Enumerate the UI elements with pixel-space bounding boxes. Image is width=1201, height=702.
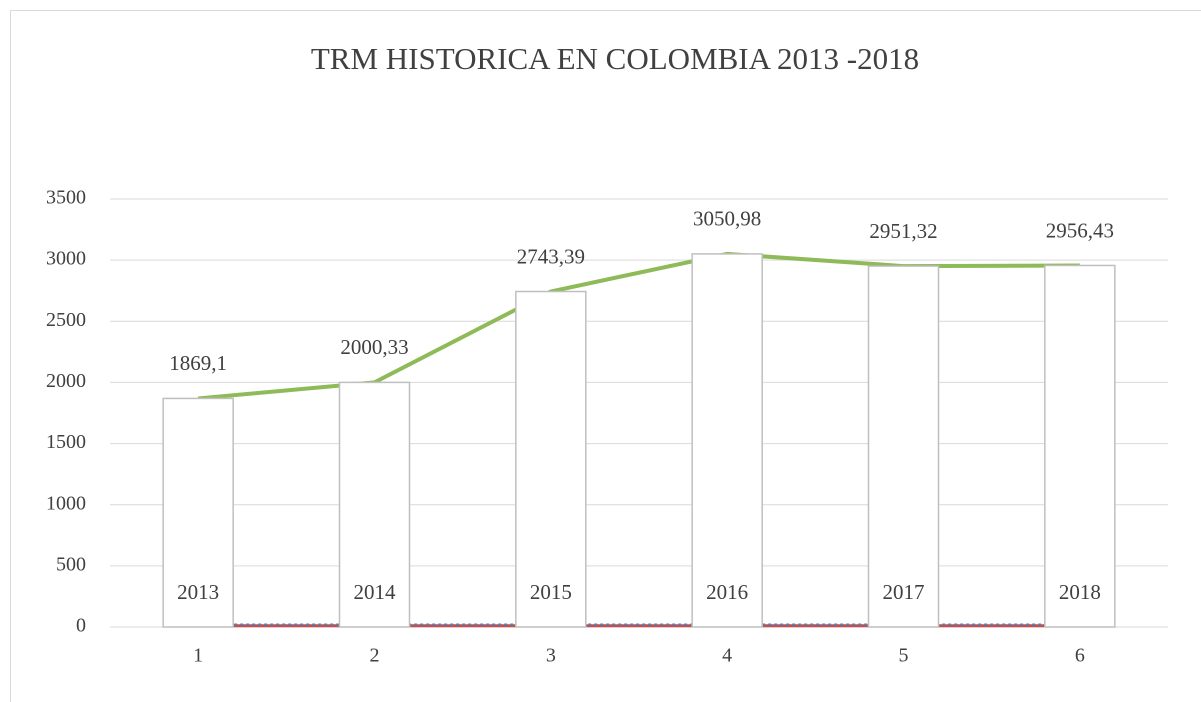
- y-tick-label: 500: [56, 553, 86, 575]
- value-label: 2951,32: [869, 219, 937, 243]
- bar-label: 2017: [883, 580, 925, 604]
- value-label: 3050,98: [693, 207, 761, 231]
- value-label: 2743,39: [517, 244, 585, 268]
- bar: [338, 381, 411, 628]
- bar-label: 2018: [1059, 580, 1101, 604]
- y-tick-label: 1500: [46, 431, 86, 453]
- bar-label: 2014: [354, 580, 397, 604]
- y-tick-label: 3000: [46, 248, 86, 270]
- bar-label: 2013: [177, 580, 219, 604]
- bar: [515, 290, 587, 628]
- value-label: 1869,1: [169, 351, 227, 375]
- value-label: 2000,33: [340, 335, 408, 359]
- y-tick-label: 3500: [46, 187, 86, 209]
- x-tick-label: 2: [370, 645, 380, 667]
- y-tick-label: 0: [76, 615, 86, 637]
- x-tick-label: 4: [722, 645, 732, 667]
- value-label: 2956,43: [1046, 218, 1114, 242]
- y-tick-label: 2500: [46, 309, 86, 331]
- bar: [691, 253, 763, 628]
- y-tick-label: 2000: [46, 370, 86, 392]
- x-tick-label: 3: [546, 645, 556, 667]
- chart-title: TRM HISTORICA EN COLOMBIA 2013 -2018: [311, 41, 919, 76]
- bar-label: 2015: [530, 580, 572, 604]
- x-tick-label: 5: [899, 645, 909, 667]
- x-tick-label: 1: [193, 645, 203, 667]
- bar: [162, 397, 234, 628]
- bar: [1044, 264, 1116, 628]
- y-tick-label: 1000: [46, 492, 86, 514]
- bar-label: 2016: [706, 580, 748, 604]
- x-tick-label: 6: [1075, 645, 1085, 667]
- bar: [867, 265, 940, 628]
